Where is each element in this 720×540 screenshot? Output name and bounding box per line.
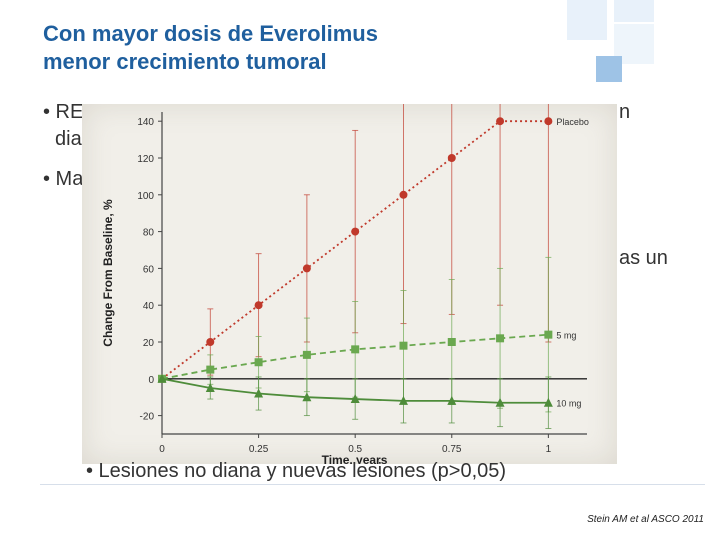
y-axis-label: Change From Baseline, % [101, 199, 115, 347]
data-point [496, 334, 505, 343]
data-point [399, 190, 408, 199]
data-point [544, 117, 553, 126]
chart-photo: -20 0 20 40 60 80 100 120 140 0 0.25 0.5 0.75 1 Time, … [82, 104, 617, 464]
footnote: Stein AM et al ASCO 2011 [587, 514, 704, 525]
bullet2-visible: • Ma [43, 168, 84, 190]
data-point [206, 338, 215, 346]
data-point [254, 358, 263, 367]
data-point [447, 338, 456, 346]
data-point [544, 330, 553, 339]
y-tick-label: 40 [143, 301, 155, 312]
decorative-square-2 [614, 0, 654, 22]
data-point [399, 341, 408, 350]
data-point [302, 350, 311, 359]
bullet1-tail: n [619, 101, 631, 123]
line-chart: -20 0 20 40 60 80 100 120 140 0 0.25 0.5 0.75 1 Time, … [101, 104, 589, 464]
x-tick-label: 0.25 [249, 444, 269, 455]
x-tick-label: 0 [159, 444, 165, 455]
x-tick-label: 0.75 [442, 444, 462, 455]
series-label: 10 mg [556, 399, 581, 409]
data-point [302, 264, 311, 273]
footer-divider [40, 484, 705, 485]
data-point [543, 397, 553, 407]
y-tick-label: 120 [137, 154, 154, 165]
x-axis-label: Time, years [322, 453, 388, 464]
slide-title-line1: Con mayor dosis de Everolimus [43, 21, 378, 46]
x-tick-label: 1 [546, 444, 552, 455]
data-point [447, 154, 456, 162]
series-line-0 [161, 120, 549, 380]
y-tick-label: -20 [140, 412, 155, 423]
y-tick-label: 60 [143, 264, 155, 275]
series-label: 5 mg [556, 331, 576, 341]
x-tick-label: 0.5 [348, 444, 362, 455]
data-point [351, 345, 360, 354]
data-point [254, 388, 264, 398]
series-label: Placebo [556, 117, 589, 127]
bullet3-tail: as un [619, 247, 668, 269]
slide-title-line2: menor crecimiento tumoral [43, 49, 327, 74]
data-point [496, 117, 505, 126]
y-tick-label: 20 [143, 338, 155, 349]
bullet-bottom: • Lesiones no diana y nuevas lesiones (p… [86, 460, 507, 482]
data-point [302, 392, 312, 402]
slide-title: Con mayor dosis de Everolimus menor crec… [43, 20, 503, 76]
y-tick-label: 0 [148, 375, 154, 386]
data-point [205, 383, 215, 392]
data-point [398, 395, 408, 405]
data-point [254, 301, 263, 310]
decorative-square-1 [567, 0, 607, 40]
data-point [351, 227, 360, 236]
decorative-square-4 [596, 56, 622, 82]
bullet1-line2: dia [55, 128, 82, 150]
y-tick-label: 80 [143, 228, 155, 239]
data-point [447, 395, 457, 405]
y-tick-label: 140 [137, 117, 154, 128]
data-point [157, 373, 167, 383]
data-point [495, 397, 505, 407]
data-point [350, 394, 360, 404]
bullet1-visible: • RE [43, 101, 84, 123]
y-tick-label: 100 [137, 191, 154, 202]
data-point [206, 365, 215, 374]
